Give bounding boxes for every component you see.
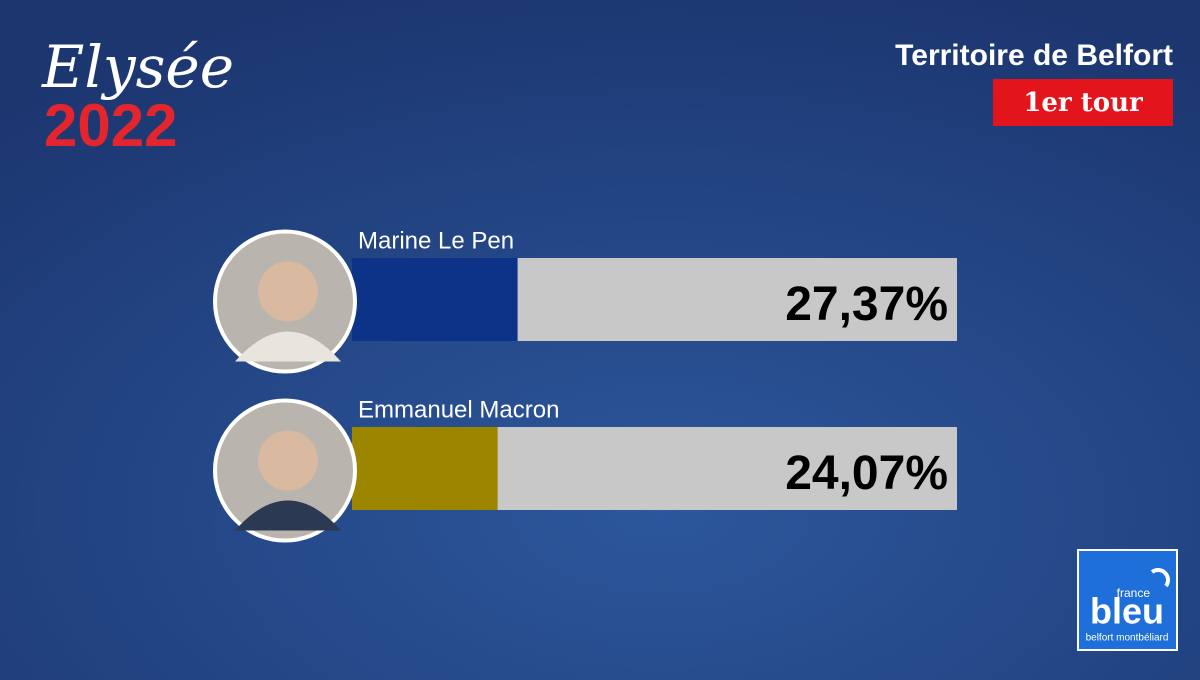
value-label: 27,37% [785, 278, 948, 331]
photo-body [235, 331, 341, 362]
chart-title: Territoire de Belfort [895, 39, 1173, 72]
photo-body [235, 500, 341, 531]
brand-icon [1150, 568, 1170, 588]
bar [352, 427, 498, 510]
event-logo: Elysée [41, 33, 234, 101]
year-logo: 2022 [44, 92, 177, 159]
brand-main: bleu [1090, 591, 1164, 632]
candidate-name: Marine Le Pen [358, 227, 514, 254]
candidate-name: Emmanuel Macron [358, 396, 559, 423]
brand-box [1077, 549, 1178, 651]
photo-head [258, 261, 318, 322]
bar [352, 258, 518, 341]
photo-head [258, 430, 318, 491]
brand-top: france [1117, 586, 1151, 600]
chart-subtitle: 1er tour [1023, 88, 1143, 118]
value-label: 24,07% [785, 447, 948, 500]
brand-logo: france bleu belfort montbéliard [1077, 549, 1178, 651]
subtitle-box [993, 79, 1173, 126]
brand-local: belfort montbéliard [1086, 633, 1169, 644]
